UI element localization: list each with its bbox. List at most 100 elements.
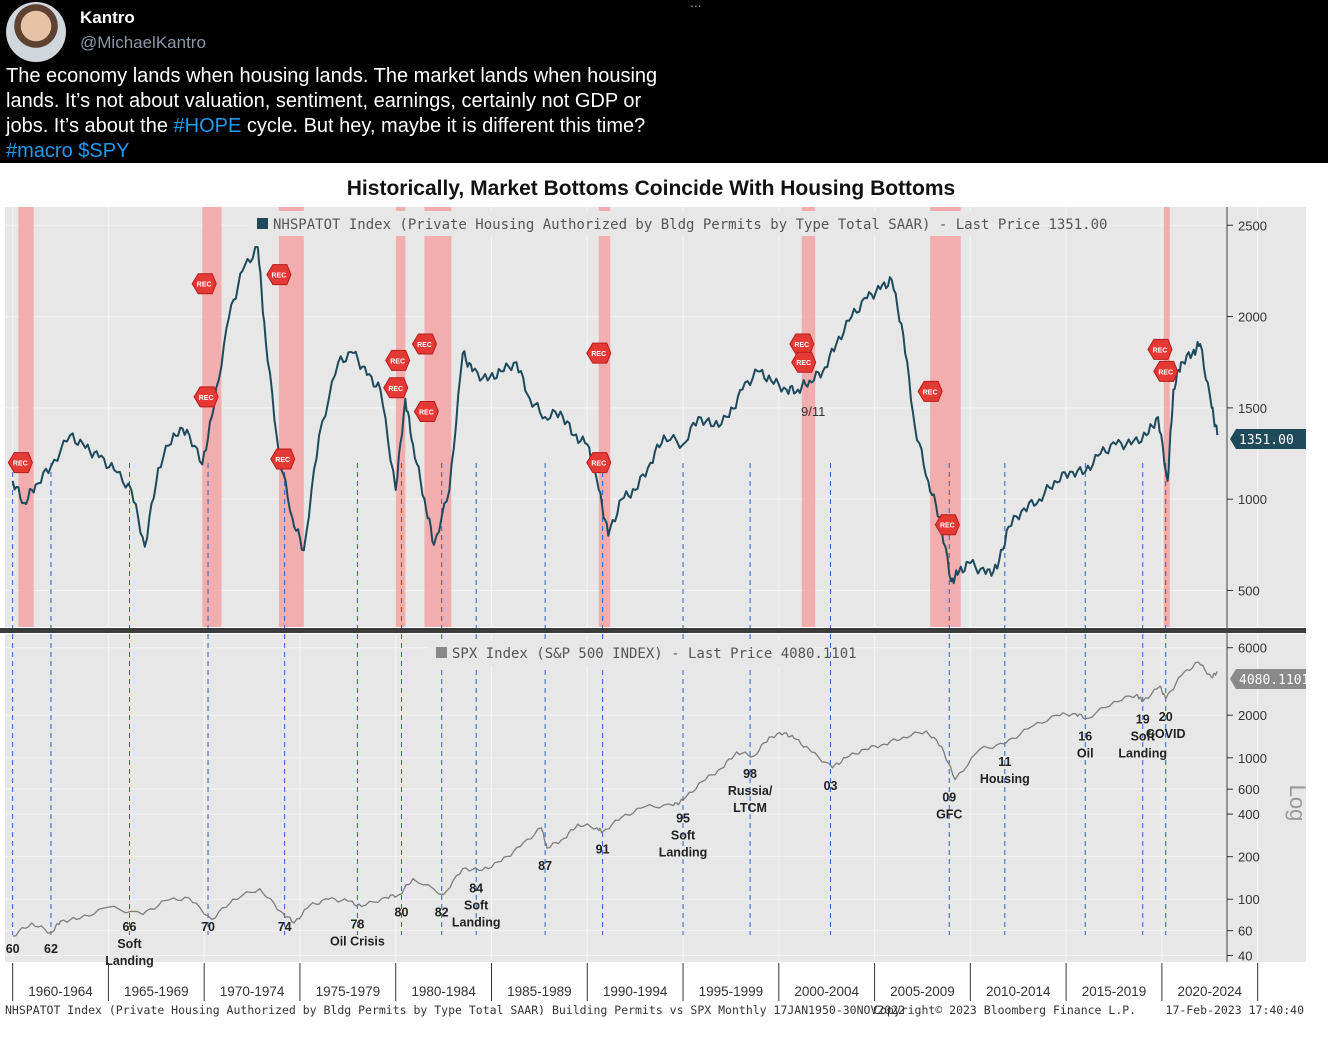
annotation-text: 09	[942, 791, 956, 805]
annotation-text: 62	[44, 942, 58, 956]
rec-marker-shape	[411, 333, 438, 355]
annotation-text: Landing	[1118, 746, 1167, 760]
bottom-annotations: 60 62 66 Soft Landing 70 74 78 Oil Crisis 80 82 84 S…	[6, 710, 1186, 968]
x-period-label: 2010-2014	[986, 984, 1051, 999]
spx-legend-swatch	[436, 647, 447, 658]
recession-band	[1163, 207, 1170, 627]
chart-image: Historically, Market Bottoms Coincide Wi…	[0, 163, 1328, 1044]
recession-band	[930, 207, 961, 627]
rec-marker-icon: REC	[191, 273, 217, 295]
rec-marker-icon: REC	[385, 349, 411, 371]
bottom-annotation: 87	[538, 859, 552, 873]
annotation-text: 82	[435, 906, 449, 920]
bottom-annotation: 66 Soft Landing	[105, 920, 154, 968]
rec-marker-label: REC	[591, 351, 606, 358]
permits-line	[11, 246, 1219, 585]
rec-marker-shape	[934, 514, 960, 536]
rec-marker-icon: REC	[917, 380, 943, 402]
spx-tick-label: 2000	[1238, 708, 1267, 723]
more-options-icon[interactable]: ...	[690, 0, 702, 10]
permits-tick-label: 2500	[1238, 218, 1267, 233]
hashtag-macro[interactable]: #macro	[6, 140, 73, 162]
rec-marker-label: REC	[388, 386, 403, 393]
rec-marker-label: REC	[272, 273, 287, 280]
panel-divider	[0, 628, 1306, 633]
annotation-text: Oil	[1077, 746, 1094, 760]
rec-marker-shape	[266, 264, 292, 286]
rec-marker-label: REC	[1153, 347, 1168, 354]
annotation-text: Housing	[980, 772, 1030, 786]
tweet-line-3-end: cycle. But hey, maybe it is different th…	[241, 115, 646, 137]
x-period-label: 1975-1979	[316, 984, 381, 999]
spx-tick-label: 400	[1238, 807, 1260, 822]
permits-legend-swatch	[257, 218, 268, 229]
spx-tick-label: 1000	[1238, 751, 1267, 766]
tweet-text: The economy lands when housing lands. Th…	[6, 64, 726, 164]
spx-last-price-tag	[1230, 669, 1306, 689]
axes: 2500 2000 1500 1000 500 6000 2000 1000 600 400 200…	[1227, 218, 1267, 964]
rec-marker-label: REC	[794, 342, 809, 349]
spx-tick-label: 600	[1238, 782, 1260, 797]
rec-marker-label: REC	[197, 282, 212, 289]
bottom-annotation: 09 GFC	[936, 791, 962, 822]
rec-marker-icon: REC	[1153, 360, 1179, 382]
tweet-line-2: lands. It’s not about valuation, sentime…	[6, 90, 642, 112]
recession-markers: REC REC REC REC REC REC REC REC REC REC REC REC REC R…	[7, 264, 1179, 536]
x-period-label: 1960-1964	[28, 984, 93, 999]
x-period-label: 1980-1984	[411, 984, 476, 999]
permits-note-911: 9/11	[801, 404, 825, 419]
rec-marker-label: REC	[199, 395, 214, 402]
bottom-annotation: 11 Housing	[980, 755, 1030, 786]
rec-marker-shape	[791, 351, 817, 373]
tweet-line-3-start: jobs. It’s about the	[6, 115, 174, 137]
rec-marker-label: REC	[390, 358, 405, 365]
bottom-annotation: 70	[201, 920, 215, 934]
bottom-annotation: 95 Soft Landing	[659, 811, 708, 859]
bottom-annotation: 74	[278, 920, 292, 934]
rec-marker-label: REC	[417, 342, 432, 349]
rec-marker-shape	[385, 349, 411, 371]
x-period-label: 1990-1994	[603, 984, 668, 999]
recession-band	[598, 207, 611, 627]
rec-marker-label: REC	[419, 410, 434, 417]
rec-marker-icon: REC	[789, 333, 815, 355]
footer-copyright: Copyright© 2023 Bloomberg Finance L.P.	[873, 1003, 1136, 1017]
avatar[interactable]	[6, 2, 66, 62]
annotation-text: 16	[1078, 729, 1092, 743]
annotation-text: 70	[201, 920, 215, 934]
bottom-annotation: 19 Soft Landing	[1118, 712, 1167, 760]
rec-marker-icon: REC	[934, 514, 960, 536]
rec-marker-icon: REC	[266, 264, 292, 286]
chart-title: Historically, Market Bottoms Coincide Wi…	[347, 177, 955, 200]
annotation-text: GFC	[936, 808, 962, 822]
spx-tick-label: 60	[1238, 924, 1252, 939]
rec-marker-shape	[917, 380, 943, 402]
annotation-text: 80	[395, 906, 409, 920]
rec-marker-label: REC	[923, 389, 938, 396]
bottom-annotation: 60	[6, 942, 20, 956]
rec-marker-shape	[789, 333, 815, 355]
bottom-annotation: 91	[596, 843, 610, 857]
annotation-text: 74	[278, 920, 292, 934]
author-name[interactable]: Kantro	[80, 8, 135, 27]
bottom-annotation: 03	[824, 779, 838, 793]
spx-panel-bg	[5, 634, 1306, 962]
permits-tick-label: 1000	[1238, 492, 1267, 507]
rec-marker-shape	[586, 452, 612, 474]
rec-marker-shape	[7, 452, 33, 474]
annotation-text: 87	[538, 859, 552, 873]
rec-marker-shape	[383, 377, 409, 399]
footer-timestamp: 17-Feb-2023 17:40:40	[1166, 1003, 1305, 1017]
rec-marker-shape	[193, 386, 219, 408]
hashtag-hope[interactable]: #HOPE	[173, 115, 242, 137]
chart-svg: Historically, Market Bottoms Coincide Wi…	[0, 177, 1310, 1017]
author-handle[interactable]: @MichaelKantro	[80, 33, 206, 52]
cashtag-spy[interactable]: $SPY	[78, 140, 130, 162]
tweet-line-3: jobs. It’s about the #HOPE cycle. But he…	[6, 114, 726, 139]
permits-legend: NHSPATOT Index (Private Housing Authoriz…	[273, 217, 1107, 233]
rec-marker-icon: REC	[586, 342, 612, 364]
series-lines	[11, 246, 1219, 937]
x-period-label: 2000-2004	[794, 984, 859, 999]
bottom-annotation: 20 COVID	[1146, 710, 1186, 741]
x-period-label: 2015-2019	[1082, 984, 1147, 999]
